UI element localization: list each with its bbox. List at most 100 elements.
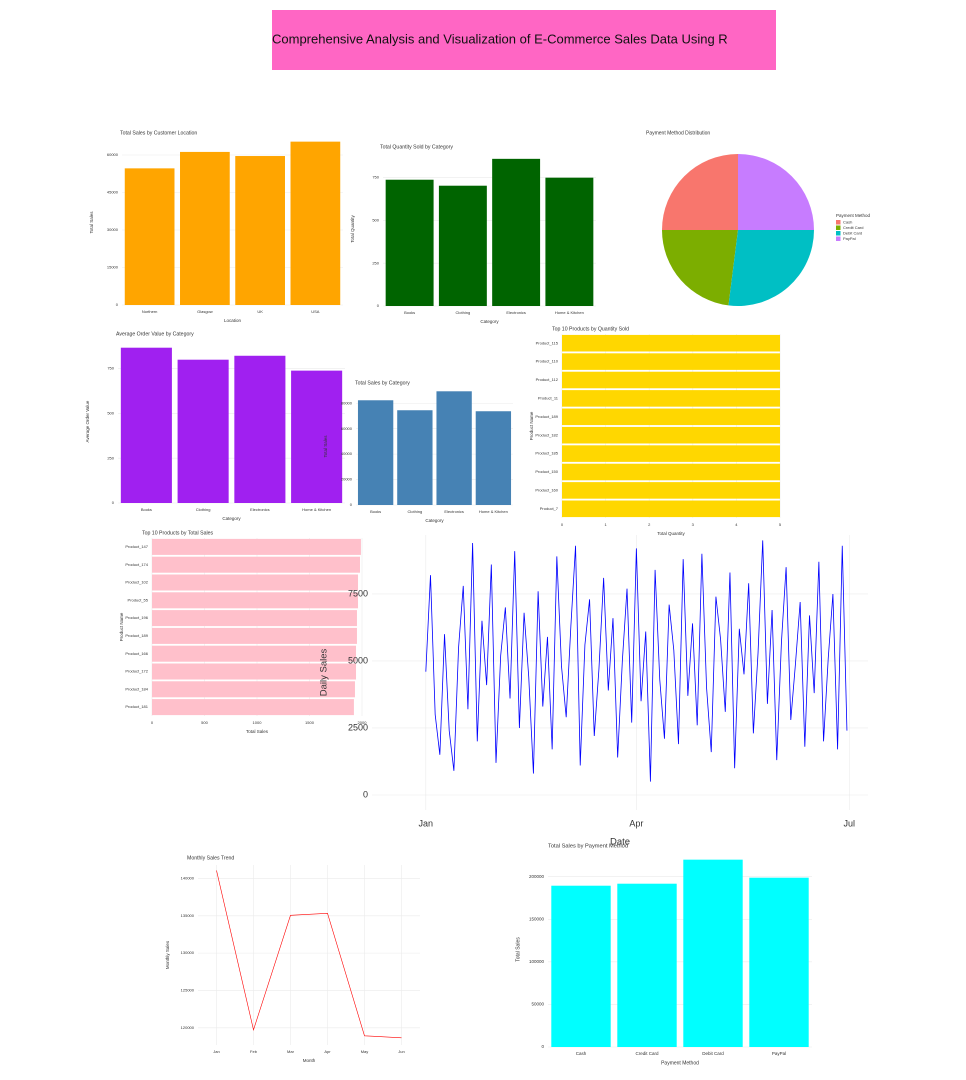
y-tick-label: Product_55 (128, 597, 149, 602)
bar (562, 463, 780, 481)
y-tick-label: 7500 (348, 588, 368, 598)
x-tick-label: Jan (419, 818, 434, 828)
bar (152, 663, 357, 680)
y-tick-label: 40000 (341, 451, 353, 456)
y-axis-label: Average Order Value (85, 400, 90, 442)
legend-title: Payment Method (836, 213, 871, 218)
y-tick-label: Product_115 (536, 340, 559, 345)
bar (683, 859, 743, 1047)
y-axis-label: Product Name (119, 612, 124, 641)
bar (152, 556, 361, 573)
x-tick-label: Electronics (250, 507, 270, 512)
x-tick-label: Apr (324, 1049, 331, 1054)
chart-title: Top 10 Products by Total Sales (142, 530, 214, 536)
x-tick-label: Jan (213, 1049, 219, 1054)
bar (551, 885, 611, 1047)
x-tick-label: USA (311, 309, 320, 314)
chart-title: Payment Method Distribution (646, 130, 710, 136)
bar (492, 158, 541, 306)
y-axis-label: Total Quantity (350, 214, 355, 242)
x-tick-label: PayPal (772, 1051, 786, 1056)
y-axis-label: Total Sales (323, 435, 328, 458)
bar (562, 426, 780, 444)
chart-title: Total Sales by Category (355, 380, 410, 386)
x-tick-label: Books (141, 507, 152, 512)
y-tick-label: 15000 (107, 265, 119, 270)
y-tick-label: 750 (107, 366, 114, 371)
y-tick-label: 0 (112, 500, 115, 505)
x-tick-label: 1000 (253, 720, 263, 725)
x-tick-label: Jul (844, 818, 856, 828)
y-tick-label: 500 (107, 411, 114, 416)
y-tick-label: 130000 (181, 950, 195, 955)
y-axis-label: Product Name (529, 411, 534, 440)
bar (562, 408, 780, 426)
bar (152, 574, 359, 591)
x-axis-label: Date (610, 837, 630, 848)
x-tick-label: Home & Kitchen (302, 507, 331, 512)
y-axis-label: Total Sales (89, 211, 94, 234)
bar (617, 883, 677, 1047)
y-tick-label: 500 (372, 218, 379, 223)
x-tick-label: Jun (398, 1049, 404, 1054)
y-tick-label: Product_11 (538, 395, 559, 400)
legend-swatch (836, 225, 841, 230)
bar (152, 627, 357, 644)
x-tick-label: Electronics (506, 310, 526, 315)
x-tick-label: 1 (604, 522, 607, 527)
x-tick-label: May (361, 1049, 369, 1054)
bar (385, 179, 434, 306)
bar (290, 141, 341, 305)
bar (562, 353, 780, 370)
pie-slice (662, 154, 738, 230)
y-tick-label: Product_174 (125, 562, 148, 567)
bar (234, 355, 286, 503)
x-axis-label: Total Sales (246, 729, 269, 734)
pie-slice (738, 154, 814, 230)
y-tick-label: Product_110 (536, 359, 559, 364)
y-tick-label: Product_7 (540, 506, 559, 511)
x-axis-label: Month (303, 1058, 316, 1063)
x-tick-label: Northern (142, 309, 158, 314)
y-tick-label: Product_102 (125, 580, 148, 585)
y-tick-label: 135000 (181, 913, 195, 918)
line (425, 540, 848, 782)
y-tick-label: Product_182 (535, 432, 558, 437)
legend-swatch (836, 236, 841, 241)
y-tick-label: Product_189 (125, 633, 148, 638)
y-tick-label: 2500 (348, 722, 368, 732)
x-tick-label: 4 (735, 522, 738, 527)
y-axis-label: Monthly Sales (165, 940, 170, 969)
y-tick-label: 100000 (529, 959, 545, 964)
x-tick-label: Home & Kitchen (479, 509, 508, 514)
bar (562, 500, 780, 518)
x-axis-label: Category (425, 518, 444, 523)
bar (357, 400, 394, 505)
y-tick-label: Product_147 (125, 544, 148, 549)
page-title: Comprehensive Analysis and Visualization… (272, 31, 728, 46)
y-axis-label: Total Sales (515, 937, 521, 962)
x-tick-label: 2000 (358, 720, 368, 725)
x-tick-label: 5 (779, 522, 782, 527)
bar (562, 445, 780, 462)
title-banner (272, 10, 776, 70)
y-tick-label: 20000 (341, 477, 353, 482)
bar (545, 177, 594, 306)
x-tick-label: 2 (648, 522, 651, 527)
legend-swatch (836, 231, 841, 236)
x-tick-label: Home & Kitchen (555, 310, 584, 315)
bar (438, 185, 487, 306)
bar (562, 371, 780, 389)
bar (120, 347, 172, 503)
x-tick-label: Feb (250, 1049, 258, 1054)
x-tick-label: Apr (629, 818, 643, 828)
y-tick-label: 0 (363, 789, 368, 799)
x-tick-label: 500 (201, 720, 208, 725)
x-tick-label: 1500 (305, 720, 315, 725)
y-tick-label: 0 (350, 502, 353, 507)
pie-slice (728, 230, 814, 306)
chart-title: Top 10 Products by Quantity Sold (552, 326, 629, 332)
pie-slice (662, 230, 738, 306)
bar (124, 168, 175, 305)
